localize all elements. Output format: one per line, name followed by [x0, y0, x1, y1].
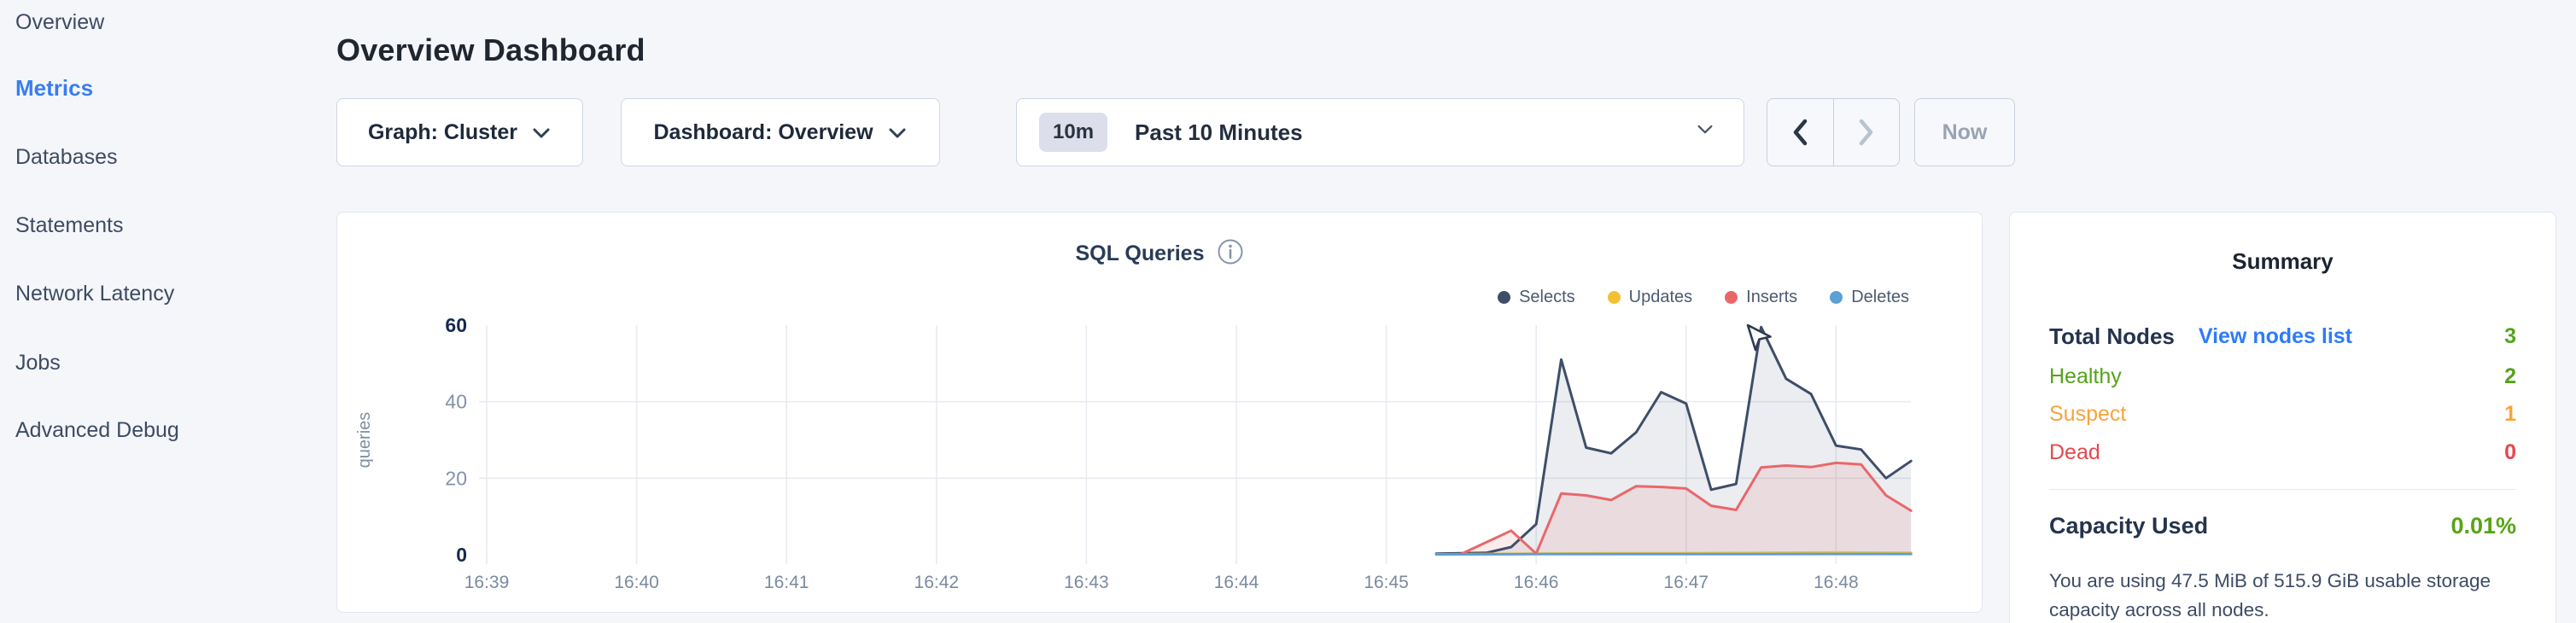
capacity-used-label: Capacity Used	[2049, 513, 2209, 539]
chart-title: SQL Queries	[1075, 242, 1205, 265]
series-line-inserts	[1459, 461, 1913, 556]
sidebar-item-network-latency[interactable]: Network Latency	[15, 282, 175, 306]
legend-label: Deletes	[1851, 288, 1909, 306]
status-value: 1	[2504, 402, 2516, 426]
graph-scope-dropdown[interactable]: Graph: Cluster	[336, 98, 583, 166]
legend-dot	[1498, 291, 1511, 304]
x-tick-label: 16:42	[914, 573, 960, 592]
legend-item-inserts[interactable]: Inserts	[1725, 288, 1797, 307]
chart-legend: Selects Updates Inserts Deletes	[1498, 288, 1909, 307]
status-label: Healthy	[2049, 364, 2122, 388]
chevron-down-icon	[887, 122, 908, 147]
x-tick-label: 16:39	[464, 573, 510, 592]
chevron-down-icon	[531, 122, 552, 147]
legend-item-selects[interactable]: Selects	[1498, 288, 1575, 307]
summary-row-healthy: Healthy 2	[2049, 364, 2516, 389]
capacity-description: You are using 47.5 MiB of 515.9 GiB usab…	[2049, 569, 2491, 620]
x-tick-label: 16:47	[1664, 573, 1709, 592]
dashboard-label: Dashboard: Overview	[653, 119, 873, 144]
legend-dot	[1830, 291, 1843, 304]
next-time-button[interactable]	[1834, 99, 1900, 166]
sidebar-item-advanced-debug[interactable]: Advanced Debug	[15, 418, 179, 442]
total-nodes-label: Total Nodes	[2049, 323, 2175, 349]
mouse-cursor	[1746, 323, 1773, 359]
dashboard-dropdown[interactable]: Dashboard: Overview	[621, 98, 940, 166]
series-area-inserts	[1461, 463, 1912, 555]
y-tick-label: 60	[445, 314, 467, 336]
x-tick-label: 16:46	[1514, 573, 1559, 592]
series-line-selects	[1434, 325, 1913, 556]
status-label: Dead	[2049, 440, 2100, 464]
legend-item-deletes[interactable]: Deletes	[1830, 288, 1909, 307]
sql-queries-chart-card: SQL Queries Selects Updates Inserts Deletes…	[336, 212, 1983, 613]
summary-title: Summary	[2232, 248, 2334, 274]
sql-queries-plot: 16:39 16:40 16:41 16:42 16:43 16:44 16:45 16:46…	[355, 314, 1913, 592]
x-tick-label: 16:43	[1064, 573, 1109, 592]
legend-item-updates[interactable]: Updates	[1607, 288, 1693, 307]
legend-label: Updates	[1628, 288, 1693, 306]
x-tick-label: 16:48	[1814, 573, 1859, 592]
capacity-used-value: 0.01%	[2450, 513, 2516, 539]
sidebar-item-metrics[interactable]: Metrics	[15, 75, 94, 101]
sidebar-nav: Overview Metrics Databases Statements Networ…	[0, 0, 307, 623]
time-pager	[1767, 98, 1900, 166]
summary-row-suspect: Suspect 1	[2049, 402, 2516, 427]
prev-time-button[interactable]	[1767, 99, 1834, 166]
y-tick-label: 20	[445, 467, 467, 489]
time-range-selector[interactable]: 10m Past 10 Minutes	[1016, 98, 1744, 166]
x-tick-label: 16:45	[1364, 573, 1409, 592]
x-tick-label: 16:40	[614, 573, 659, 592]
x-tick-label: 16:41	[764, 573, 809, 592]
sidebar-item-statements[interactable]: Statements	[15, 213, 124, 237]
view-nodes-list-link[interactable]: View nodes list	[2198, 324, 2353, 348]
time-range-label: Past 10 Minutes	[1135, 119, 1303, 145]
chevron-left-icon	[1794, 119, 1808, 146]
sidebar-item-databases[interactable]: Databases	[15, 145, 118, 169]
y-tick-label: 40	[445, 391, 467, 413]
chevron-right-icon	[1859, 119, 1872, 146]
legend-dot	[1725, 291, 1738, 304]
y-tick-label: 0	[456, 544, 467, 566]
sidebar-item-jobs[interactable]: Jobs	[15, 351, 61, 375]
series-line-deletes	[1434, 552, 1913, 556]
legend-label: Inserts	[1746, 288, 1798, 306]
now-button[interactable]: Now	[1914, 98, 2015, 166]
status-value: 2	[2504, 364, 2516, 388]
y-axis-label: queries	[355, 412, 374, 469]
legend-dot	[1607, 291, 1621, 304]
page-title: Overview Dashboard	[336, 32, 645, 68]
legend-label: Selects	[1519, 288, 1575, 306]
time-range-badge: 10m	[1039, 113, 1108, 152]
info-icon[interactable]	[1217, 238, 1244, 270]
summary-row-dead: Dead 0	[2049, 440, 2516, 465]
summary-panel: Summary Total Nodes View nodes list 3 He…	[2009, 212, 2556, 623]
sidebar-item-overview[interactable]: Overview	[15, 10, 105, 34]
summary-divider	[2049, 489, 2516, 490]
total-nodes-value: 3	[2504, 324, 2516, 348]
x-tick-label: 16:44	[1214, 573, 1259, 592]
chevron-down-icon	[1696, 124, 1714, 141]
graph-scope-label: Graph: Cluster	[367, 119, 518, 144]
status-label: Suspect	[2049, 402, 2127, 426]
status-value: 0	[2504, 440, 2516, 464]
